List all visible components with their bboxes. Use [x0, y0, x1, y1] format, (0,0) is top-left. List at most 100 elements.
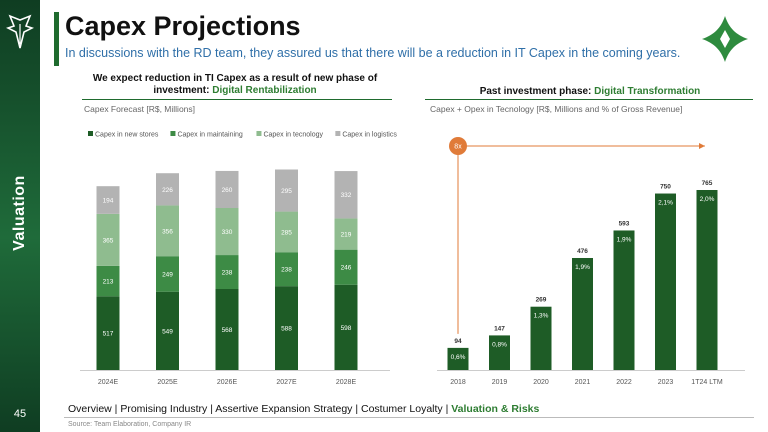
footer-divider [64, 417, 754, 418]
x-tick-label: 2027E [276, 379, 297, 386]
sidebar: Valuation 45 [0, 0, 40, 432]
bar-value-label: 147 [494, 325, 505, 332]
legend-label: Capex in maintaining [177, 132, 242, 139]
capex-forecast-chart: Capex in new stores Capex in maintaining C… [80, 131, 397, 386]
bar [489, 335, 510, 370]
bar-value-label: 238 [222, 270, 233, 277]
footer-nav-active[interactable]: Valuation & Risks [451, 403, 540, 415]
left-panel-divider [82, 99, 392, 100]
bar [530, 306, 552, 370]
stacked-bar-segment [96, 296, 120, 370]
footer-nav-separator: | [352, 403, 361, 415]
annotation-badge [449, 137, 467, 155]
bar-value-label: 365 [103, 237, 114, 244]
stacked-bar-segment [275, 286, 298, 370]
bar-percent-label: 2,0% [700, 196, 715, 203]
footer-nav-item[interactable]: Costumer Loyalty [360, 403, 443, 415]
footer-nav-separator: | [111, 403, 121, 415]
bar-value-label: 476 [577, 248, 588, 255]
right-panel-title-highlight: Digital Transformation [594, 86, 701, 97]
stacked-bar-segment [334, 284, 358, 370]
stacked-bar-segment [215, 255, 239, 290]
legend-swatch [256, 131, 262, 136]
x-tick-label: 2021 [575, 379, 591, 386]
bar [447, 347, 469, 370]
left-panel-title-line2: investment: Digital Rentabilization [70, 85, 400, 97]
bar-value-label: 517 [103, 331, 114, 338]
bar-value-label: 249 [162, 271, 173, 278]
x-tick-label: 2018 [450, 379, 466, 386]
stacked-bar-segment [96, 186, 120, 214]
right-panel-title: Past investment phase: Digital Transform… [425, 86, 755, 98]
bar-value-label: 568 [222, 327, 233, 334]
x-tick-label: 2022 [616, 379, 632, 386]
footer-nav-separator: | [442, 403, 452, 415]
bar-value-label: 219 [341, 232, 352, 239]
bar-value-label: 598 [341, 325, 352, 332]
footer-nav-separator: | [207, 403, 216, 415]
bar-value-label: 238 [281, 267, 292, 274]
bar-value-label: 226 [162, 187, 173, 194]
x-tick-label: 1T24 LTM [691, 379, 723, 386]
legend-swatch [88, 131, 93, 136]
bar-value-label: 260 [222, 187, 233, 194]
stacked-bar-segment [215, 289, 239, 370]
bar [572, 257, 593, 370]
bar-value-label: 593 [619, 220, 630, 227]
legend-label: Capex in tecnology [263, 132, 323, 139]
bar-value-label: 549 [162, 328, 173, 335]
bar-value-label: 588 [281, 326, 292, 333]
stacked-bar-segment [96, 213, 120, 266]
annotation-label: 8x [454, 144, 462, 151]
bar-value-label: 94 [454, 338, 462, 345]
bar-value-label: 246 [341, 265, 352, 272]
page-subtitle: In discussions with the RD team, they as… [65, 46, 681, 60]
star-leaf-logo-icon [702, 16, 748, 62]
legend-label: Capex in new stores [95, 132, 159, 139]
stacked-bar-segment [96, 265, 120, 297]
stacked-bar-segment [275, 211, 298, 253]
footer-nav-item[interactable]: Overview [68, 403, 112, 415]
page-number: 45 [13, 408, 27, 420]
bar-value-label: 750 [660, 184, 671, 191]
x-tick-label: 2023 [658, 379, 674, 386]
footer-nav: Overview | Promising Industry | Assertiv… [68, 403, 539, 415]
right-panel-title-prefix: Past investment phase: [479, 86, 595, 97]
bar-value-label: 356 [162, 228, 173, 235]
stacked-bar-segment [156, 205, 179, 257]
bar [655, 193, 676, 370]
stacked-bar-segment [156, 291, 179, 370]
footer-nav-item[interactable]: Assertive Expansion Strategy [215, 403, 353, 415]
bar-value-label: 213 [103, 279, 114, 286]
tech-spend-chart: 94 0,6% 2018 147 0,8% 2019 269 1,3% 2020 476 1,9% 2… [437, 137, 745, 386]
stacked-bar-segment [215, 170, 239, 209]
wings-logo-icon [6, 14, 34, 49]
x-tick-label: 2025E [157, 379, 178, 386]
bar-value-label: 765 [702, 180, 713, 187]
bar-value-label: 330 [222, 229, 233, 236]
bar-value-label: 269 [536, 297, 547, 304]
footer-nav-item[interactable]: Promising Industry [120, 403, 208, 415]
legend-swatch [170, 131, 176, 136]
source-note: Source: Team Elaboration, Company IR [68, 421, 192, 428]
annotation-arrowhead [699, 143, 705, 149]
legend-swatch [335, 131, 341, 136]
x-tick-label: 2019 [492, 379, 508, 386]
footer-nav-items: Overview | Promising Industry | Assertiv… [68, 403, 451, 415]
bar-percent-label: 0,8% [492, 341, 507, 348]
section-label: Valuation [11, 175, 28, 251]
left-panel-title-line1: We expect reduction in TI Capex as a res… [92, 73, 378, 84]
bar-percent-label: 0,6% [451, 354, 466, 361]
left-panel-title-prefix: investment: [153, 85, 213, 96]
x-tick-label: 2020 [533, 379, 549, 386]
bar [613, 230, 635, 370]
stacked-bar-segment [334, 218, 358, 250]
stacked-bar-segment [275, 169, 298, 212]
x-tick-label: 2028E [336, 379, 357, 386]
bar-value-label: 332 [341, 192, 352, 199]
x-tick-label: 2024E [98, 379, 119, 386]
stacked-bar-segment [334, 171, 358, 219]
bar-percent-label: 2,1% [658, 200, 673, 207]
bar-percent-label: 1,9% [617, 236, 632, 243]
stacked-bar-segment [334, 249, 358, 285]
